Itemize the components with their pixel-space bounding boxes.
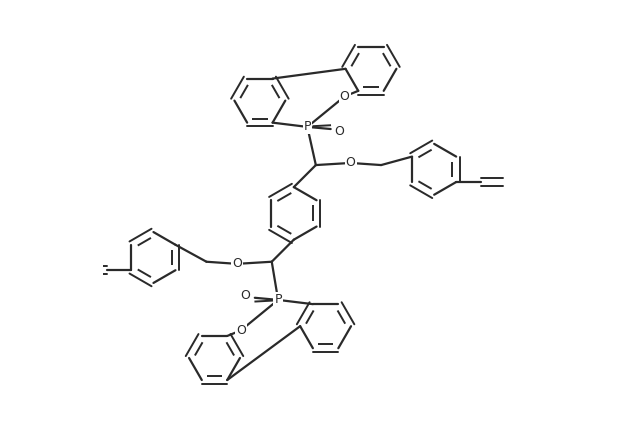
- Text: O: O: [346, 156, 355, 169]
- Text: O: O: [236, 324, 246, 337]
- Text: P: P: [274, 293, 282, 306]
- Text: O: O: [335, 125, 344, 138]
- Text: O: O: [241, 289, 250, 302]
- Text: P: P: [304, 121, 311, 134]
- Text: O: O: [232, 257, 242, 270]
- Text: O: O: [340, 90, 350, 103]
